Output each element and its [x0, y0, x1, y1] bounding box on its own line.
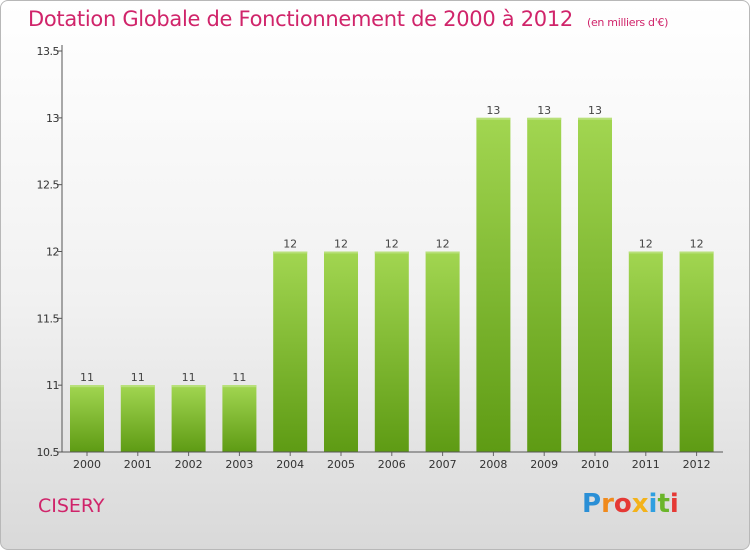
bar-highlight-2003 — [222, 385, 257, 388]
data-label-2003: 11 — [232, 371, 246, 384]
x-tick-label-2009: 2009 — [530, 458, 558, 471]
y-tick-label-11: 11 — [46, 379, 59, 392]
bar-highlight-2009 — [527, 117, 562, 120]
bar-2009 — [527, 117, 562, 452]
data-label-2010: 13 — [588, 104, 602, 117]
x-tick-label-2012: 2012 — [683, 458, 711, 471]
bar-2004 — [273, 251, 308, 452]
axes-group: 2000 2001 2002 2003 2004 2005 2006 2007 2008 2009… — [37, 45, 723, 471]
proxiti-logo: Proxiti — [582, 489, 679, 519]
chart-title: Dotation Globale de Fonctionnement de 20… — [28, 7, 668, 31]
data-label-2011: 12 — [639, 238, 653, 251]
bar-highlight-2004 — [273, 251, 308, 254]
bar-2008 — [476, 117, 511, 452]
x-tick-label-2004: 2004 — [276, 458, 304, 471]
logo-letter: t — [657, 489, 670, 519]
data-label-2005: 12 — [334, 238, 348, 251]
bar-2011 — [628, 251, 663, 452]
x-tick-label-2002: 2002 — [175, 458, 203, 471]
logo-letter: i — [669, 489, 679, 519]
x-tick-label-2000: 2000 — [73, 458, 101, 471]
bar-highlight-2010 — [578, 117, 612, 120]
y-tick-label-12: 12 — [46, 246, 59, 259]
bar-2005 — [324, 251, 358, 452]
logo-letter: i — [648, 489, 658, 519]
bar-2012 — [679, 251, 714, 452]
logo-letter: x — [631, 489, 649, 519]
data-label-2000: 11 — [80, 371, 94, 384]
y-tick-label-13: 13 — [46, 112, 59, 125]
bar-2003 — [222, 385, 257, 452]
data-label-2012: 12 — [690, 238, 704, 251]
bar-2007 — [425, 251, 460, 452]
bars-group: 11 11 11 11 12 12 12 12 13 13 13 12 12 — [70, 104, 714, 452]
y-tick-label-12.5: 12.5 — [37, 179, 60, 192]
bar-2000 — [70, 385, 104, 452]
logo-letter: P — [582, 489, 602, 519]
bar-highlight-2011 — [628, 251, 663, 254]
logo-letter: o — [613, 489, 632, 519]
data-label-2007: 12 — [436, 238, 450, 251]
x-tick-label-2010: 2010 — [581, 458, 609, 471]
y-tick-label-11.5: 11.5 — [37, 312, 60, 325]
data-label-2009: 13 — [537, 104, 551, 117]
bar-highlight-2007 — [425, 251, 460, 254]
bar-2002 — [171, 385, 206, 452]
y-tick-label-10.5: 10.5 — [37, 446, 60, 459]
x-tick-label-2001: 2001 — [124, 458, 152, 471]
x-tick-label-2007: 2007 — [429, 458, 457, 471]
x-tick-label-2005: 2005 — [327, 458, 355, 471]
logo-letter: r — [601, 489, 614, 519]
unit-label: (en milliers d'€) — [586, 16, 669, 29]
bar-highlight-2001 — [120, 385, 155, 388]
y-tick-label-13.5: 13.5 — [37, 45, 60, 58]
x-tick-label-2011: 2011 — [632, 458, 660, 471]
bar-highlight-2012 — [679, 251, 714, 254]
x-tick-label-2006: 2006 — [378, 458, 406, 471]
bar-2010 — [578, 117, 612, 452]
title-text: Dotation Globale de Fonctionnement de 20… — [28, 7, 573, 31]
data-label-2004: 12 — [283, 238, 297, 251]
data-label-2008: 13 — [486, 104, 500, 117]
x-tick-label-2003: 2003 — [225, 458, 253, 471]
bar-highlight-2002 — [171, 385, 206, 388]
bar-2006 — [374, 251, 409, 452]
bar-highlight-2008 — [476, 117, 511, 120]
data-label-2006: 12 — [385, 238, 399, 251]
bar-highlight-2005 — [324, 251, 358, 254]
x-tick-label-2008: 2008 — [479, 458, 507, 471]
bar-highlight-2000 — [70, 385, 104, 388]
bar-2001 — [120, 385, 155, 452]
bar-highlight-2006 — [374, 251, 409, 254]
commune-name: CISERY — [38, 495, 105, 517]
data-label-2002: 11 — [182, 371, 196, 384]
data-label-2001: 11 — [131, 371, 145, 384]
